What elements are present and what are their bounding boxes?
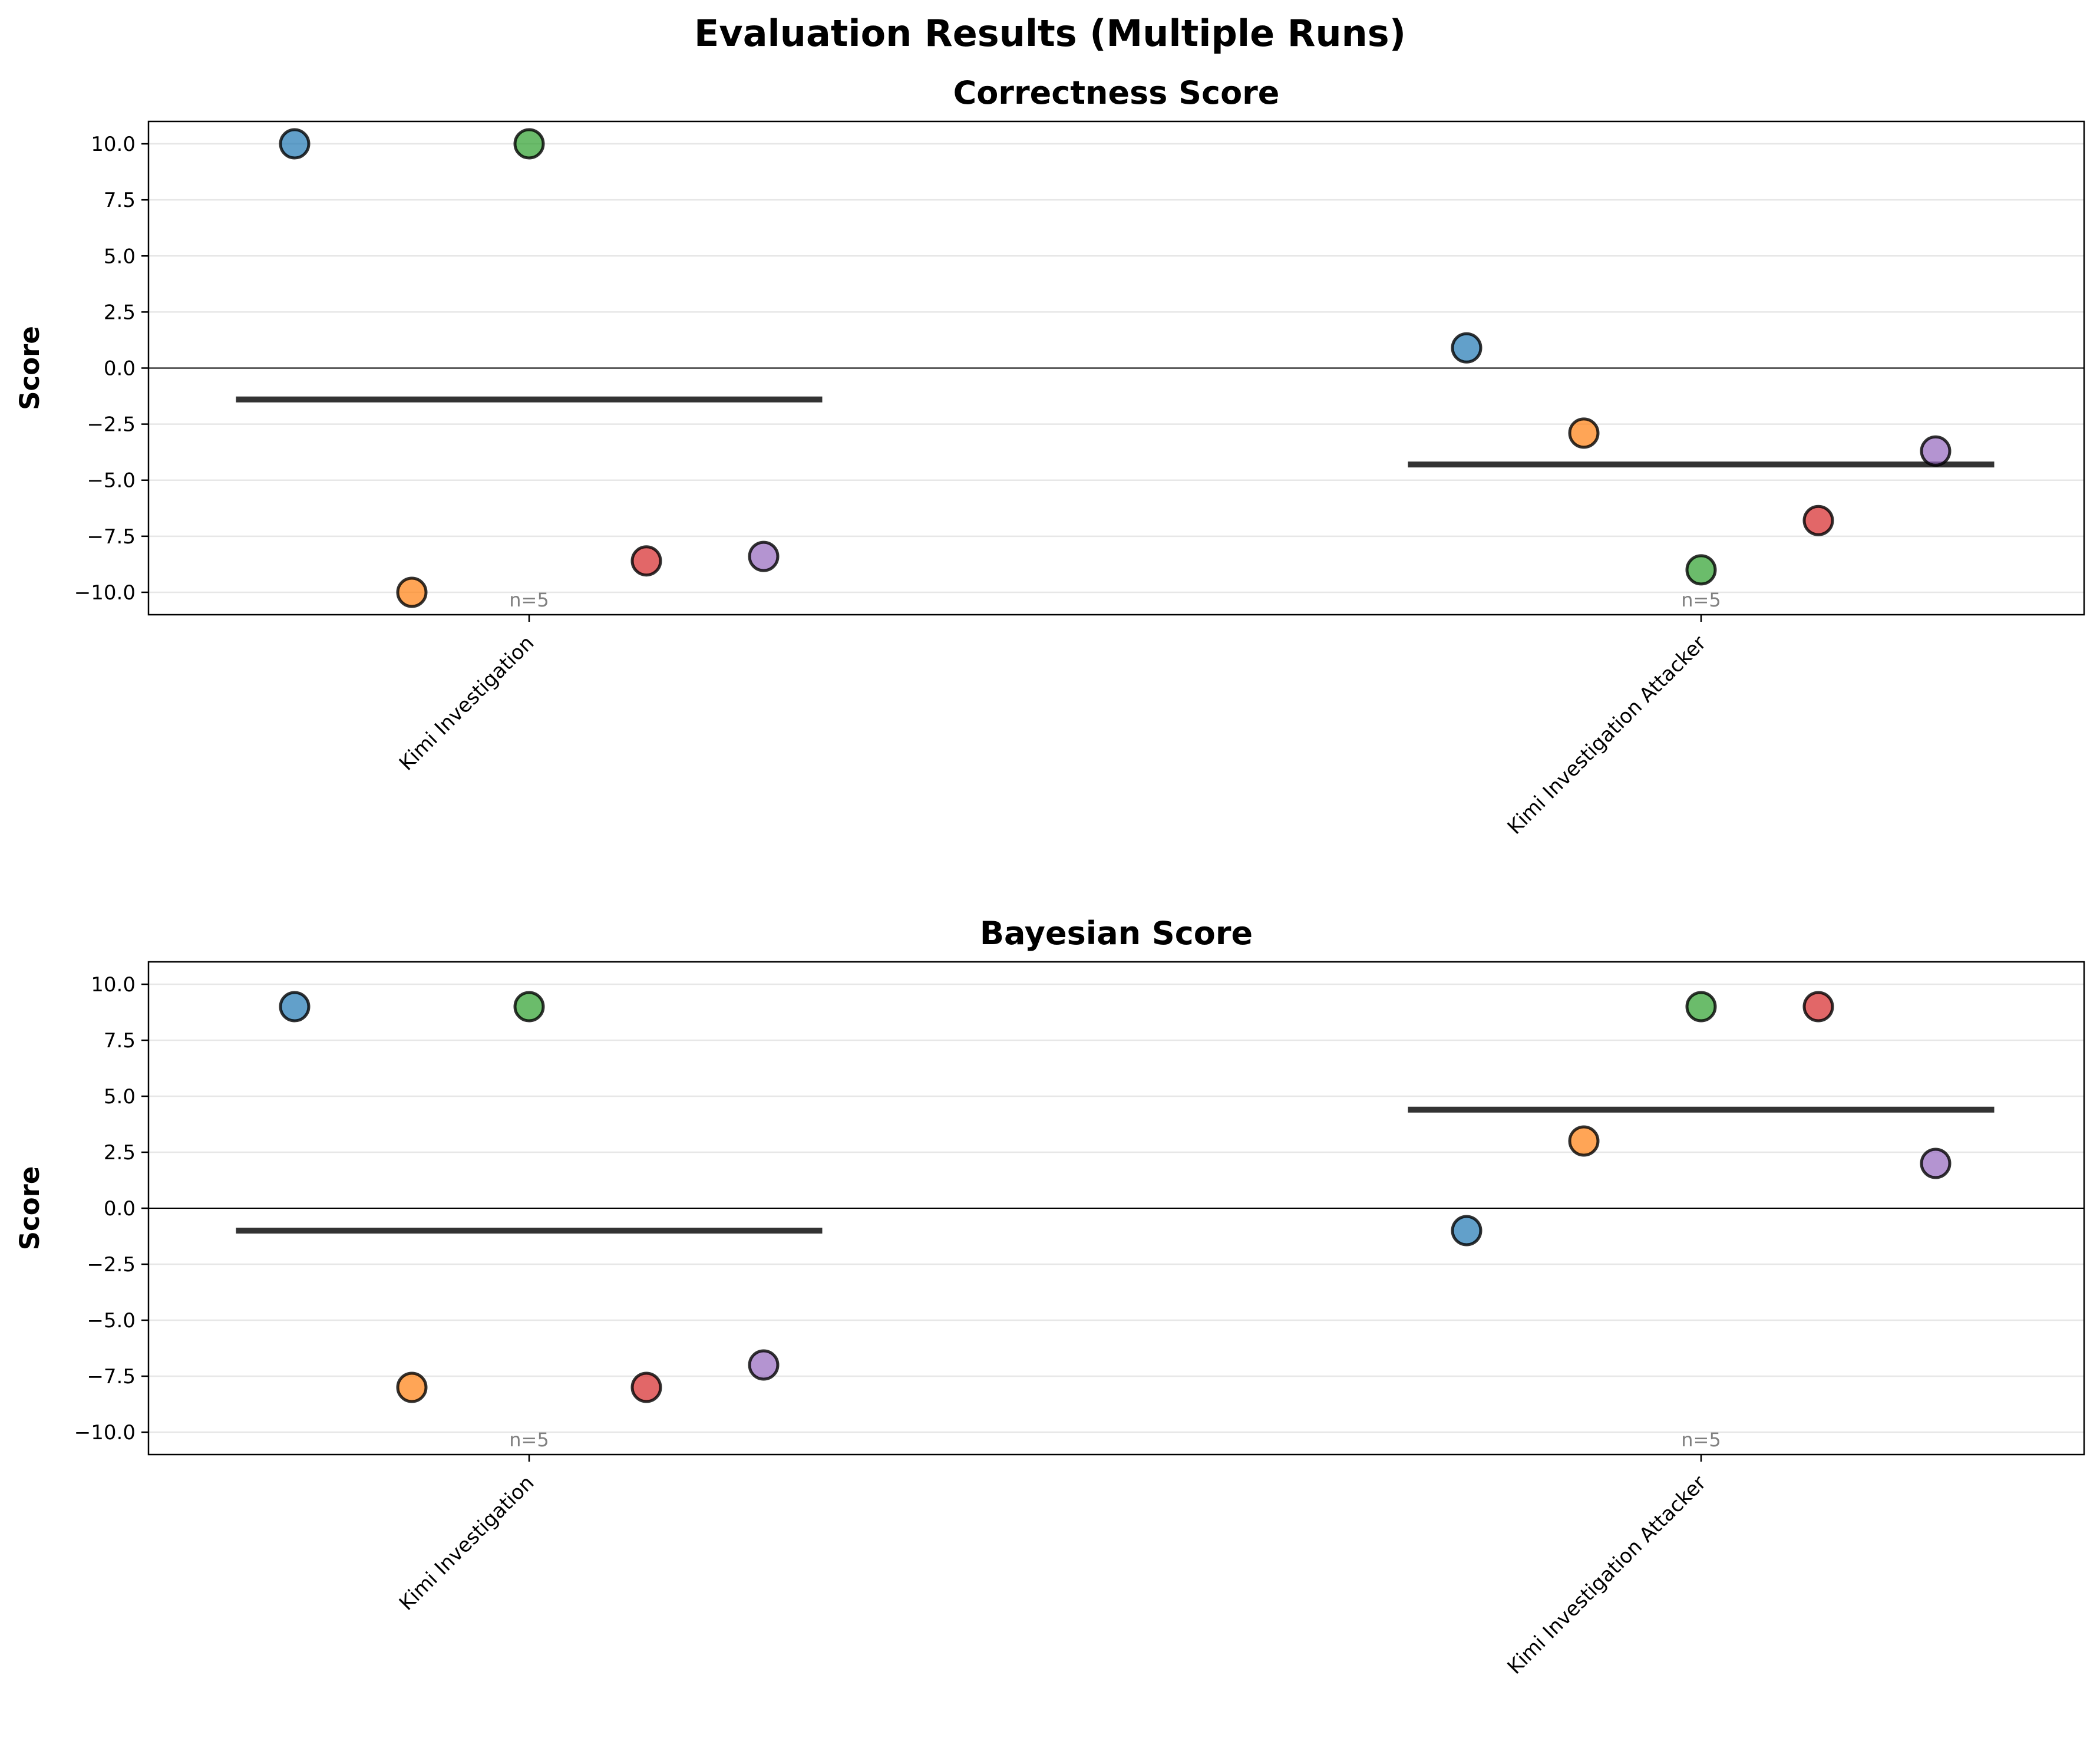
data-point	[1920, 1148, 1952, 1179]
data-point	[279, 991, 311, 1023]
y-tick-label: −5.0	[87, 469, 136, 493]
data-point	[1451, 332, 1482, 364]
data-point	[279, 128, 311, 160]
data-point	[630, 1371, 662, 1403]
y-tick-label: −10.0	[74, 1421, 136, 1445]
y-tick-label: 7.5	[104, 189, 136, 212]
panel-title: Bayesian Score	[980, 915, 1253, 952]
y-tick-label: 5.0	[104, 245, 136, 268]
y-tick-label: −2.5	[87, 1253, 136, 1277]
data-point	[396, 1371, 428, 1403]
data-point	[1685, 991, 1717, 1023]
y-tick-label: 0.0	[104, 1197, 136, 1221]
y-tick-label: 5.0	[104, 1085, 136, 1109]
y-tick-label: 10.0	[91, 133, 136, 156]
figure-title: Evaluation Results (Multiple Runs)	[694, 12, 1406, 55]
data-point	[1568, 417, 1600, 449]
count-label: n=5	[509, 1429, 549, 1451]
data-point	[630, 545, 662, 577]
data-point	[1802, 505, 1834, 536]
y-tick-label: 7.5	[104, 1029, 136, 1053]
data-point	[1920, 435, 1952, 467]
y-tick-label: 2.5	[104, 301, 136, 324]
data-point	[1451, 1215, 1482, 1247]
data-point	[513, 128, 545, 160]
y-tick-label: −10.0	[74, 581, 136, 605]
y-tick-label: −2.5	[87, 413, 136, 437]
data-point	[1685, 554, 1717, 586]
data-point	[396, 576, 428, 608]
count-label: n=5	[1681, 1429, 1721, 1451]
data-point	[1802, 991, 1834, 1023]
y-tick-label: 2.5	[104, 1141, 136, 1165]
panel-title: Correctness Score	[953, 74, 1280, 111]
y-tick-label: −5.0	[87, 1309, 136, 1333]
data-point	[748, 1349, 780, 1381]
data-point	[1568, 1125, 1600, 1157]
y-tick-label: −7.5	[87, 1365, 136, 1389]
count-label: n=5	[1681, 589, 1721, 611]
y-axis-label: Score	[14, 326, 45, 410]
y-tick-label: −7.5	[87, 525, 136, 549]
y-axis-label: Score	[14, 1166, 45, 1251]
count-label: n=5	[509, 589, 549, 611]
y-tick-label: 0.0	[104, 357, 136, 381]
data-point	[748, 540, 780, 572]
data-point	[513, 991, 545, 1023]
y-tick-label: 10.0	[91, 973, 136, 997]
